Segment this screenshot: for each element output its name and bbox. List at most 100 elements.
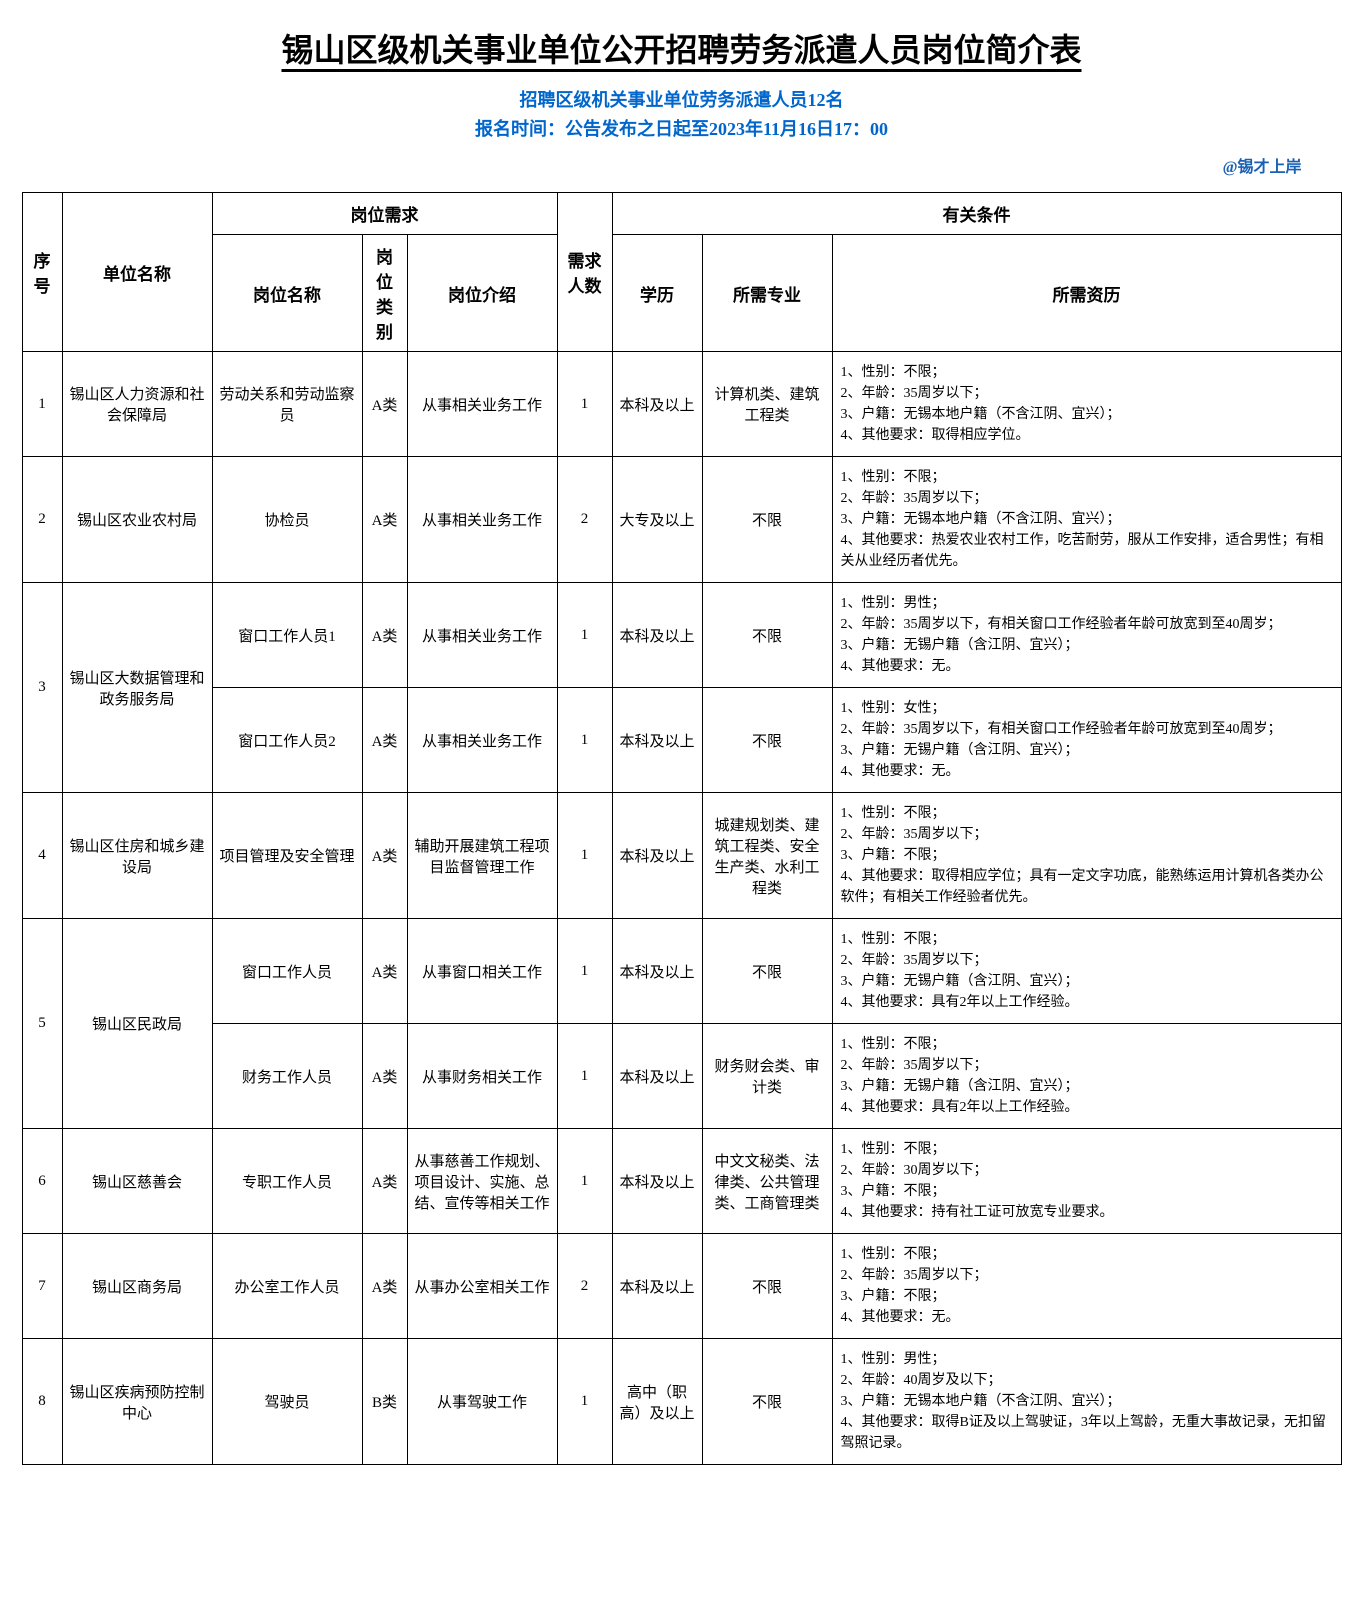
header-job-desc: 岗位介绍 <box>407 235 557 352</box>
cell-unit: 锡山区疾病预防控制中心 <box>62 1339 212 1465</box>
page-title: 锡山区级机关事业单位公开招聘劳务派遣人员岗位简介表 <box>22 25 1342 71</box>
cell-jobdesc: 辅助开展建筑工程项目监督管理工作 <box>407 793 557 919</box>
table-row: 4锡山区住房和城乡建设局项目管理及安全管理A类辅助开展建筑工程项目监督管理工作1… <box>22 793 1341 919</box>
table-row: 1锡山区人力资源和社会保障局劳动关系和劳动监察员A类从事相关业务工作1本科及以上… <box>22 352 1341 457</box>
cell-count: 1 <box>557 352 612 457</box>
cell-jobdesc: 从事相关业务工作 <box>407 688 557 793</box>
cell-count: 1 <box>557 1339 612 1465</box>
cell-jobdesc: 从事相关业务工作 <box>407 583 557 688</box>
cell-jobtype: B类 <box>362 1339 407 1465</box>
recruitment-table: 序号 单位名称 岗位需求 需求人数 有关条件 岗位名称 岗位类别 岗位介绍 学历… <box>22 192 1342 1465</box>
cell-edu: 本科及以上 <box>612 919 702 1024</box>
cell-edu: 本科及以上 <box>612 583 702 688</box>
table-row: 2锡山区农业农村局协检员A类从事相关业务工作2大专及以上不限1、性别：不限；2、… <box>22 457 1341 583</box>
table-row: 5锡山区民政局窗口工作人员A类从事窗口相关工作1本科及以上不限1、性别：不限；2… <box>22 919 1341 1024</box>
cell-jobdesc: 从事相关业务工作 <box>407 352 557 457</box>
cell-jobdesc: 从事驾驶工作 <box>407 1339 557 1465</box>
cell-unit: 锡山区商务局 <box>62 1234 212 1339</box>
cell-unit: 锡山区慈善会 <box>62 1129 212 1234</box>
cell-jobname: 办公室工作人员 <box>212 1234 362 1339</box>
cell-unit: 锡山区住房和城乡建设局 <box>62 793 212 919</box>
deadline: 报名时间：公告发布之日起至2023年11月16日17：00 <box>22 115 1342 141</box>
cell-count: 1 <box>557 793 612 919</box>
cell-jobname: 专职工作人员 <box>212 1129 362 1234</box>
header-seq: 序号 <box>22 193 62 352</box>
cell-count: 1 <box>557 583 612 688</box>
cell-count: 1 <box>557 1129 612 1234</box>
cell-edu: 本科及以上 <box>612 352 702 457</box>
cell-jobtype: A类 <box>362 793 407 919</box>
watermark: @锡才上岸 <box>22 153 1302 177</box>
cell-seq: 1 <box>22 352 62 457</box>
cell-qual: 1、性别：不限；2、年龄：35周岁以下；3、户籍：不限；4、其他要求：取得相应学… <box>832 793 1341 919</box>
cell-jobname: 项目管理及安全管理 <box>212 793 362 919</box>
table-row: 财务工作人员A类从事财务相关工作1本科及以上财务财会类、审计类1、性别：不限；2… <box>22 1024 1341 1129</box>
cell-jobdesc: 从事相关业务工作 <box>407 457 557 583</box>
cell-major: 计算机类、建筑工程类 <box>702 352 832 457</box>
header-major: 所需专业 <box>702 235 832 352</box>
cell-jobdesc: 从事窗口相关工作 <box>407 919 557 1024</box>
header-count: 需求人数 <box>557 193 612 352</box>
cell-qual: 1、性别：不限；2、年龄：35周岁以下；3、户籍：无锡本地户籍（不含江阴、宜兴）… <box>832 457 1341 583</box>
header-job-req: 岗位需求 <box>212 193 557 235</box>
header-job-name: 岗位名称 <box>212 235 362 352</box>
table-row: 7锡山区商务局办公室工作人员A类从事办公室相关工作2本科及以上不限1、性别：不限… <box>22 1234 1341 1339</box>
cell-major: 不限 <box>702 583 832 688</box>
cell-jobname: 窗口工作人员 <box>212 919 362 1024</box>
cell-count: 2 <box>557 457 612 583</box>
cell-seq: 5 <box>22 919 62 1129</box>
cell-count: 1 <box>557 688 612 793</box>
cell-seq: 2 <box>22 457 62 583</box>
cell-jobname: 协检员 <box>212 457 362 583</box>
cell-edu: 本科及以上 <box>612 1024 702 1129</box>
cell-jobdesc: 从事办公室相关工作 <box>407 1234 557 1339</box>
cell-unit: 锡山区人力资源和社会保障局 <box>62 352 212 457</box>
cell-unit: 锡山区农业农村局 <box>62 457 212 583</box>
cell-count: 1 <box>557 1024 612 1129</box>
cell-seq: 7 <box>22 1234 62 1339</box>
cell-jobtype: A类 <box>362 457 407 583</box>
cell-jobname: 窗口工作人员1 <box>212 583 362 688</box>
header-unit: 单位名称 <box>62 193 212 352</box>
cell-major: 中文文秘类、法律类、公共管理类、工商管理类 <box>702 1129 832 1234</box>
subtitle: 招聘区级机关事业单位劳务派遣人员12名 <box>22 86 1342 112</box>
cell-jobname: 窗口工作人员2 <box>212 688 362 793</box>
cell-major: 不限 <box>702 688 832 793</box>
cell-jobtype: A类 <box>362 1129 407 1234</box>
cell-edu: 本科及以上 <box>612 1129 702 1234</box>
cell-jobtype: A类 <box>362 688 407 793</box>
table-row: 6锡山区慈善会专职工作人员A类从事慈善工作规划、项目设计、实施、总结、宣传等相关… <box>22 1129 1341 1234</box>
cell-qual: 1、性别：不限；2、年龄：35周岁以下；3、户籍：无锡本地户籍（不含江阴、宜兴）… <box>832 352 1341 457</box>
cell-unit: 锡山区民政局 <box>62 919 212 1129</box>
cell-edu: 大专及以上 <box>612 457 702 583</box>
cell-major: 不限 <box>702 1339 832 1465</box>
table-row: 8锡山区疾病预防控制中心驾驶员B类从事驾驶工作1高中（职高）及以上不限1、性别：… <box>22 1339 1341 1465</box>
cell-jobtype: A类 <box>362 352 407 457</box>
header-edu: 学历 <box>612 235 702 352</box>
cell-seq: 3 <box>22 583 62 793</box>
cell-jobdesc: 从事财务相关工作 <box>407 1024 557 1129</box>
cell-jobname: 驾驶员 <box>212 1339 362 1465</box>
cell-qual: 1、性别：不限；2、年龄：35周岁以下；3、户籍：无锡户籍（含江阴、宜兴）；4、… <box>832 1024 1341 1129</box>
cell-count: 2 <box>557 1234 612 1339</box>
header-qual: 所需资历 <box>832 235 1341 352</box>
table-row: 3锡山区大数据管理和政务服务局窗口工作人员1A类从事相关业务工作1本科及以上不限… <box>22 583 1341 688</box>
cell-major: 财务财会类、审计类 <box>702 1024 832 1129</box>
cell-jobtype: A类 <box>362 1024 407 1129</box>
cell-qual: 1、性别：不限；2、年龄：35周岁以下；3、户籍：无锡户籍（含江阴、宜兴）；4、… <box>832 919 1341 1024</box>
cell-qual: 1、性别：男性；2、年龄：35周岁以下，有相关窗口工作经验者年龄可放宽到至40周… <box>832 583 1341 688</box>
cell-qual: 1、性别：不限；2、年龄：35周岁以下；3、户籍：不限；4、其他要求：无。 <box>832 1234 1341 1339</box>
cell-jobtype: A类 <box>362 583 407 688</box>
cell-major: 不限 <box>702 457 832 583</box>
cell-edu: 高中（职高）及以上 <box>612 1339 702 1465</box>
cell-seq: 4 <box>22 793 62 919</box>
header-job-type: 岗位类别 <box>362 235 407 352</box>
cell-edu: 本科及以上 <box>612 793 702 919</box>
cell-jobname: 劳动关系和劳动监察员 <box>212 352 362 457</box>
header-conditions: 有关条件 <box>612 193 1341 235</box>
cell-unit: 锡山区大数据管理和政务服务局 <box>62 583 212 793</box>
cell-major: 不限 <box>702 919 832 1024</box>
cell-qual: 1、性别：女性；2、年龄：35周岁以下，有相关窗口工作经验者年龄可放宽到至40周… <box>832 688 1341 793</box>
cell-qual: 1、性别：男性；2、年龄：40周岁及以下；3、户籍：无锡本地户籍（不含江阴、宜兴… <box>832 1339 1341 1465</box>
cell-edu: 本科及以上 <box>612 1234 702 1339</box>
